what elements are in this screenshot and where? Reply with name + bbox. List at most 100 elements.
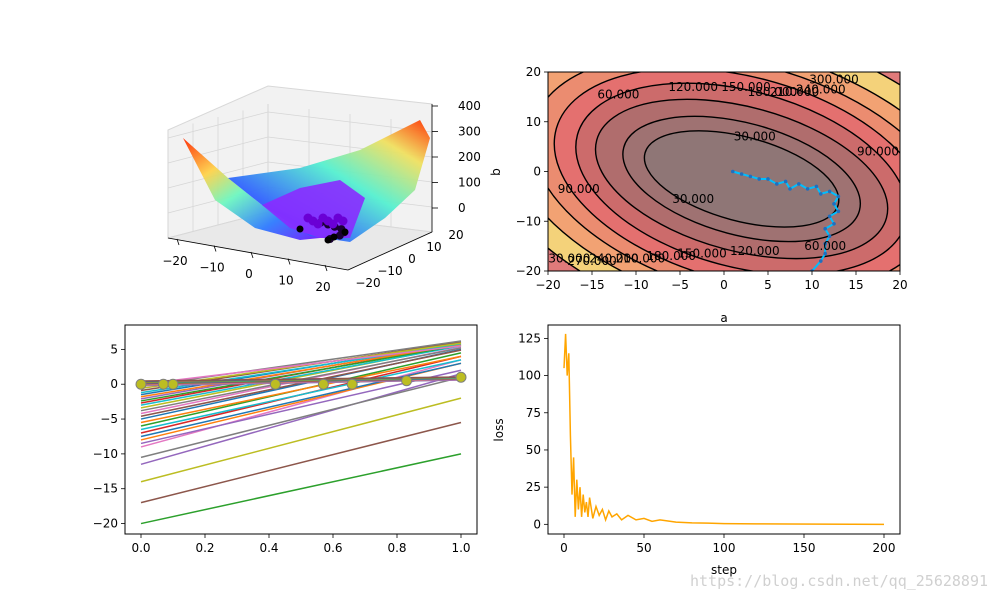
y-axis-label: loss (492, 418, 506, 441)
x-tick-label: −10 (199, 261, 224, 275)
x-tick-label: −5 (671, 278, 689, 292)
x-tick-label: 10 (278, 274, 293, 288)
scatter-point (324, 236, 332, 244)
contour-level-label: 60.000 (804, 239, 846, 253)
path-point (783, 179, 788, 184)
contour-level-label: 150.000 (721, 80, 771, 94)
contour-level-label: 120.000 (668, 80, 718, 94)
y-tick-label: 0 (533, 165, 541, 179)
path-point (819, 192, 823, 196)
x-tick-label: 1.0 (451, 541, 470, 555)
y-tick-label: 50 (526, 443, 541, 457)
y-tick-label: 20 (448, 228, 463, 242)
scatter-point (328, 219, 338, 229)
grid-line (167, 111, 269, 139)
y-tick-label: 10 (426, 240, 441, 254)
path-point (788, 187, 792, 191)
y-tick-label: −10 (516, 214, 541, 228)
scatter-point (313, 219, 323, 229)
x-tick-label: 20 (892, 278, 907, 292)
loss-series (563, 333, 885, 526)
tick-labels: 0 50 100 150 200 125 100 75 50 25 0 (518, 331, 895, 555)
contour-line (553, 72, 900, 271)
contour-level-label: 30.000 (672, 192, 714, 206)
y-tick-label: 20 (526, 65, 541, 79)
fit-line (140, 376, 462, 459)
path-point (836, 209, 841, 214)
contour-level-label: 90.000 (857, 145, 899, 159)
data-point (317, 378, 329, 390)
plot-frame (547, 324, 901, 535)
path-point (823, 251, 827, 256)
y-tick-label: −15 (93, 482, 118, 496)
z-tick-label: 200 (458, 150, 481, 164)
path-point (739, 172, 744, 176)
y-tick-label: 0 (533, 517, 541, 531)
data-point (401, 375, 413, 387)
path-point (757, 177, 761, 181)
loss-plot: 0 50 100 150 200 125 100 75 50 25 0 step loss (492, 324, 901, 577)
contour-level-label: 180.000 (646, 249, 696, 263)
tick-labels: −20 −15 −10 −5 0 5 10 15 20 20 10 0 −10 −20 (516, 65, 908, 292)
x-tick-label: −20 (535, 278, 560, 292)
x-tick-label: 100 (713, 541, 736, 555)
y-tick-label: 10 (526, 115, 541, 129)
fit-line (140, 373, 462, 466)
fit-line (140, 359, 462, 431)
path-point (823, 226, 827, 231)
z-tick-label: 100 (458, 176, 481, 190)
x-tick-mark (176, 238, 180, 246)
fit-line (140, 355, 462, 424)
x-tick-mark (250, 251, 254, 259)
x-tick-mark (213, 245, 217, 252)
contour-line (643, 130, 840, 228)
scatter-point (296, 225, 304, 233)
path-point (819, 259, 823, 263)
y-tick-label: 125 (518, 331, 541, 345)
contour-level-label: 210.000 (616, 252, 666, 266)
path-point (731, 169, 735, 174)
path-point (775, 182, 779, 186)
contour-line (594, 98, 889, 260)
data-point (269, 378, 281, 390)
data-point (167, 378, 179, 390)
path-point (805, 187, 810, 191)
x-tick-label: 200 (873, 541, 896, 555)
x-axis-label: step (711, 563, 737, 577)
tick-labels: 0.0 0.2 0.4 0.6 0.8 1.0 5 0 −5 −10 −15 −20 (93, 342, 471, 555)
y-tick-label: −20 (516, 264, 541, 278)
y-tick-label: −5 (100, 412, 118, 426)
y-tick-label: 0 (408, 252, 416, 266)
path-point (823, 241, 827, 246)
scatter-points (296, 213, 349, 244)
contour-level-label: 240.000 (589, 252, 639, 266)
y-tick-label: 0 (110, 377, 118, 391)
z-tick-label: 300 (458, 125, 481, 139)
fit-line (140, 359, 462, 448)
x-tick-label: 0 (560, 541, 568, 555)
fit-line (140, 345, 462, 406)
x-tick-label: 10 (804, 278, 819, 292)
path-point (748, 174, 753, 179)
contour-level-label: 30.000 (734, 130, 776, 144)
y-axis-label: b (489, 168, 503, 176)
x-tick-label: 0 (720, 278, 728, 292)
x-tick-label: 0.4 (259, 541, 278, 555)
plot-frame (124, 324, 478, 535)
contour-level-label: 300.000 (809, 72, 859, 86)
x-tick-label: 0.2 (195, 541, 214, 555)
x-tick-label: 15 (848, 278, 863, 292)
contour-band (644, 130, 839, 228)
line-series (140, 340, 462, 525)
contour-level-label: 60.000 (597, 87, 639, 101)
contour-line (575, 82, 900, 271)
fit-line (140, 343, 462, 398)
contour-level-label: 180.000 (748, 85, 798, 99)
path-point (766, 177, 770, 181)
path-point (827, 234, 832, 238)
axis-edges (167, 104, 433, 271)
path-point (797, 182, 801, 186)
contour-level-label: 150.000 (677, 247, 727, 261)
data-point (157, 378, 169, 390)
